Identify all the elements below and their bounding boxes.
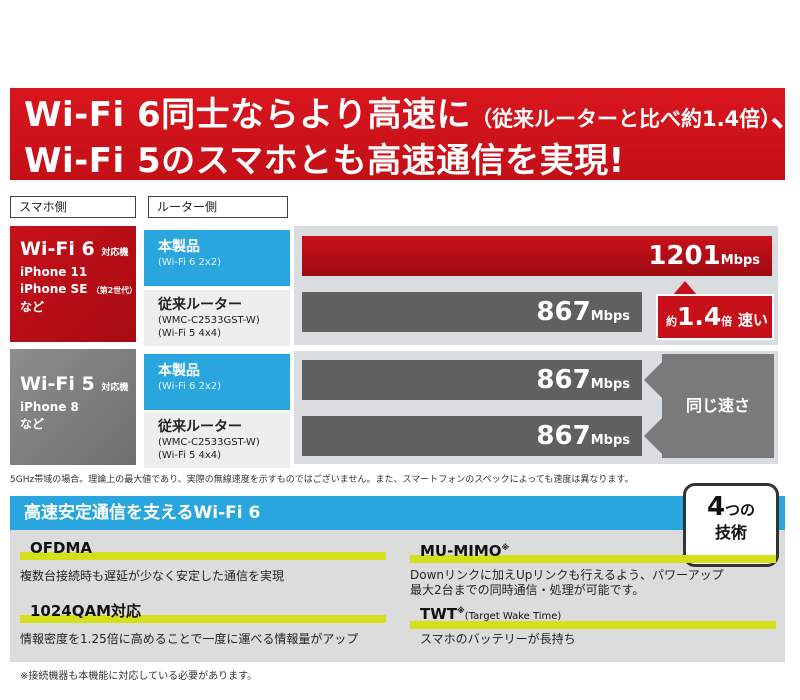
phone-model: など: [20, 417, 45, 431]
phone-block-wifi6: Wi-Fi 6 対応機 iPhone 11 iPhone SE （第2世代） な…: [10, 226, 138, 342]
feature-description-line: 複数台接続時も遅延が少なく安定した通信を実現: [20, 569, 285, 583]
speed-unit: Mbps: [590, 309, 630, 324]
router-name: 従来ルーター: [158, 297, 242, 313]
router-spec: (Wi-Fi 6 2x2): [158, 381, 222, 392]
badge-number: 4: [706, 492, 726, 522]
section-divider: [294, 345, 778, 351]
speed-value: 867: [536, 421, 591, 451]
router-name: 本製品: [158, 363, 200, 379]
feature-title-text: MU-MIMO: [420, 542, 502, 560]
feature-description-line: 最大2台までの同時通信・処理が可能です。: [410, 583, 645, 597]
speed-unit: Mbps: [590, 433, 630, 448]
speed-bar: 867Mbps: [302, 416, 642, 456]
speed-unit: Mbps: [720, 253, 760, 268]
speed-unit: Mbps: [590, 377, 630, 392]
headline-line-1: Wi-Fi 6同士ならより高速に（従来ルーターと比べ約1.4倍）、: [24, 94, 800, 140]
phone-model-note: （第2世代）: [91, 286, 138, 295]
footnote-mark: ※: [501, 543, 510, 552]
footnote-mark: ※: [457, 606, 465, 615]
router-label-new: 本製品 (Wi-Fi 6 2x2): [144, 230, 290, 286]
callout-value: 1.4: [677, 302, 722, 331]
phone-block-wifi5: Wi-Fi 5 対応機 iPhone 8 など: [10, 349, 136, 465]
feature-title-text: TWT: [420, 605, 458, 623]
router-model-number: (WMC-C2533GST-W): [158, 315, 260, 326]
footnote-bottom: ※接続機器も本機能に対応している必要があります。: [20, 671, 258, 682]
feature-description-line: Downリンクに加えUpリンクも行えるよう、パワーアップ: [410, 568, 724, 582]
phone-model: iPhone 8: [20, 400, 79, 414]
feature-title-text: OFDMA: [30, 539, 92, 557]
speed-bar: 867Mbps: [302, 292, 642, 332]
feature-description: 情報密度を1.25倍に高めることで一度に運べる情報量がアップ: [20, 632, 358, 647]
router-spec: (Wi-Fi 5 4x4): [158, 450, 222, 461]
highlight-bar: [410, 621, 776, 629]
feature-title-extra: (Target Wake Time): [464, 611, 562, 622]
router-label-legacy: 従来ルーター (WMC-C2533GST-W) (Wi-Fi 5 4x4): [144, 412, 290, 468]
phone-model: など: [20, 300, 45, 314]
router-name: 従来ルーター: [158, 419, 242, 435]
badge-word: 技術: [714, 523, 747, 542]
phone-compat-label: 対応機: [101, 383, 129, 393]
feature-title: 1024QAM対応: [20, 601, 386, 623]
badge-suffix: つの: [725, 501, 756, 519]
highlight-bar: [20, 615, 386, 623]
panel-title: 高速安定通信を支えるWi-Fi 6: [10, 496, 785, 530]
feature-title: TWT※(Target Wake Time): [410, 601, 776, 629]
feature-title: OFDMA: [20, 538, 386, 560]
headline-main: Wi-Fi 6同士ならより高速に: [24, 95, 471, 135]
phone-model: iPhone SE （第2世代）: [20, 281, 138, 299]
technology-count-badge: 4つの 技術: [683, 483, 779, 567]
feature-description-line: スマホのバッテリーが長持ち: [420, 632, 576, 646]
router-label-new: 本製品 (Wi-Fi 6 2x2): [144, 354, 290, 410]
speed-value: 867: [536, 297, 591, 327]
phone-standard: Wi-Fi 5 対応機: [20, 373, 136, 399]
speed-callout: 約1.4倍 速い: [656, 294, 774, 340]
callout-arrow-icon: [673, 281, 697, 295]
phone-column-header: スマホ側: [10, 196, 136, 218]
callout-prefix: 約: [666, 315, 677, 328]
router-spec: (Wi-Fi 5 4x4): [158, 328, 222, 339]
feature-description: Downリンクに加えUpリンクも行えるよう、パワーアップ 最大2台までの同時通信…: [410, 568, 724, 598]
feature-description: 複数台接続時も遅延が少なく安定した通信を実現: [20, 569, 284, 584]
speed-value: 867: [536, 365, 591, 395]
phone-standard-name: Wi-Fi 5: [20, 373, 95, 395]
router-label-legacy: 従来ルーター (WMC-C2533GST-W) (Wi-Fi 5 4x4): [144, 290, 290, 346]
feature-title: MU-MIMO※: [410, 538, 776, 563]
highlight-bar: [410, 555, 776, 563]
phone-standard: Wi-Fi 6 対応機: [20, 238, 136, 264]
same-speed-label: 同じ速さ: [662, 354, 774, 458]
speed-bar: 867Mbps: [302, 360, 642, 400]
phone-model: iPhone 11: [20, 265, 88, 279]
headline-comma: 、: [771, 95, 800, 135]
router-name: 本製品: [158, 239, 200, 255]
feature-description-line: 情報密度を1.25倍に高めることで一度に運べる情報量がアップ: [20, 632, 359, 646]
phone-compat-label: 対応機: [101, 248, 129, 258]
callout-multiplier: 倍: [721, 315, 733, 328]
feature-title-text: 1024QAM対応: [30, 602, 142, 620]
phone-model-name: iPhone SE: [20, 282, 88, 296]
router-column-header: ルーター側: [148, 196, 288, 218]
speed-value: 1201: [648, 241, 721, 271]
headline-line-2: Wi-Fi 5のスマホとも高速通信を実現!: [24, 141, 625, 181]
speed-bar: 1201Mbps: [302, 236, 772, 276]
left-arrow-icon: [644, 416, 664, 456]
headline-sub: （従来ルーターと比べ約1.4倍）: [470, 107, 771, 131]
phone-standard-name: Wi-Fi 6: [20, 238, 95, 260]
left-arrow-icon: [644, 360, 664, 400]
footnote-top: 5GHz帯域の場合。理論上の最大値であり、実際の無線速度を示すものではございませ…: [10, 475, 634, 485]
callout-suffix: 速い: [737, 311, 768, 329]
headline-banner: Wi-Fi 6同士ならより高速に（従来ルーターと比べ約1.4倍）、 Wi-Fi …: [10, 88, 800, 181]
highlight-bar: [20, 552, 386, 560]
feature-description: スマホのバッテリーが長持ち: [420, 632, 576, 647]
router-model-number: (WMC-C2533GST-W): [158, 437, 260, 448]
router-spec: (Wi-Fi 6 2x2): [158, 257, 222, 268]
